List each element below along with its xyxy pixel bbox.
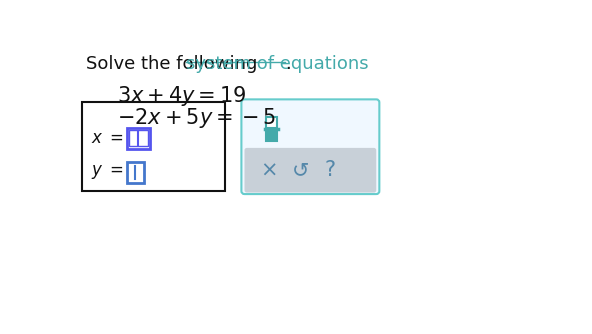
FancyBboxPatch shape — [244, 148, 377, 192]
Text: $y\ =$: $y\ =$ — [91, 163, 124, 181]
Text: .: . — [285, 55, 291, 73]
FancyBboxPatch shape — [127, 128, 150, 149]
Text: Solve the following: Solve the following — [86, 55, 263, 73]
FancyBboxPatch shape — [266, 117, 277, 128]
Text: ↺: ↺ — [291, 160, 309, 180]
FancyBboxPatch shape — [129, 130, 147, 146]
Text: ×: × — [260, 160, 278, 180]
Text: ?: ? — [324, 160, 335, 180]
FancyBboxPatch shape — [266, 130, 277, 141]
Text: $x\ =$: $x\ =$ — [91, 129, 124, 147]
FancyBboxPatch shape — [82, 103, 225, 191]
Text: $3x+4y=19$: $3x+4y=19$ — [117, 84, 246, 108]
FancyBboxPatch shape — [127, 162, 144, 182]
Text: $-2x+5y=-5$: $-2x+5y=-5$ — [117, 106, 276, 130]
Text: system of equations: system of equations — [186, 55, 369, 73]
FancyBboxPatch shape — [242, 100, 379, 194]
